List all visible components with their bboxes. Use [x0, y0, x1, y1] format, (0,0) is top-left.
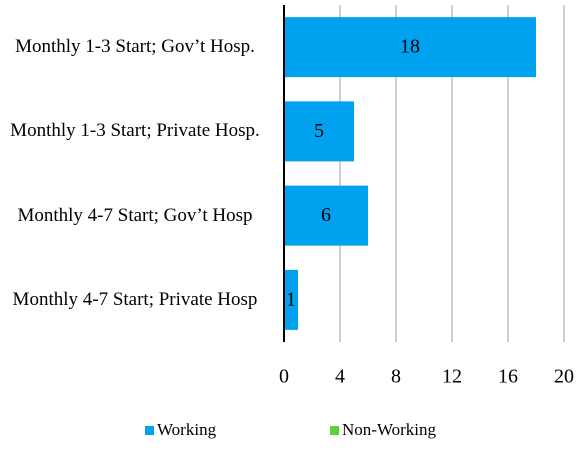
category-label: Monthly 1-3 Start; Gov’t Hosp.: [15, 36, 255, 58]
category-label: Monthly 1-3 Start; Private Hosp.: [10, 120, 260, 142]
category-label: Monthly 4-7 Start; Private Hosp: [12, 288, 258, 310]
bar: [284, 17, 536, 78]
bar: [284, 101, 354, 162]
legend-item: Working: [145, 420, 216, 440]
data-label: 18: [400, 36, 420, 58]
x-tick-label: 4: [335, 366, 345, 388]
bar: [284, 185, 368, 246]
x-tick-label: 8: [391, 366, 401, 388]
x-tick-label: 16: [498, 366, 518, 388]
legend-item: Non-Working: [330, 420, 436, 440]
data-label: 5: [314, 120, 324, 142]
legend-swatch: [330, 425, 339, 435]
legend-swatch: [145, 425, 154, 435]
bar: [284, 269, 298, 330]
legend-label: Non-Working: [342, 420, 437, 439]
x-tick-label: 12: [442, 366, 462, 388]
legend-label: Working: [157, 420, 217, 439]
data-label: 6: [321, 204, 331, 226]
x-tick-label: 0: [279, 366, 289, 388]
x-tick-label: 20: [554, 366, 574, 388]
data-label: 1: [286, 288, 296, 310]
category-label: Monthly 4-7 Start; Gov’t Hosp: [17, 204, 253, 226]
